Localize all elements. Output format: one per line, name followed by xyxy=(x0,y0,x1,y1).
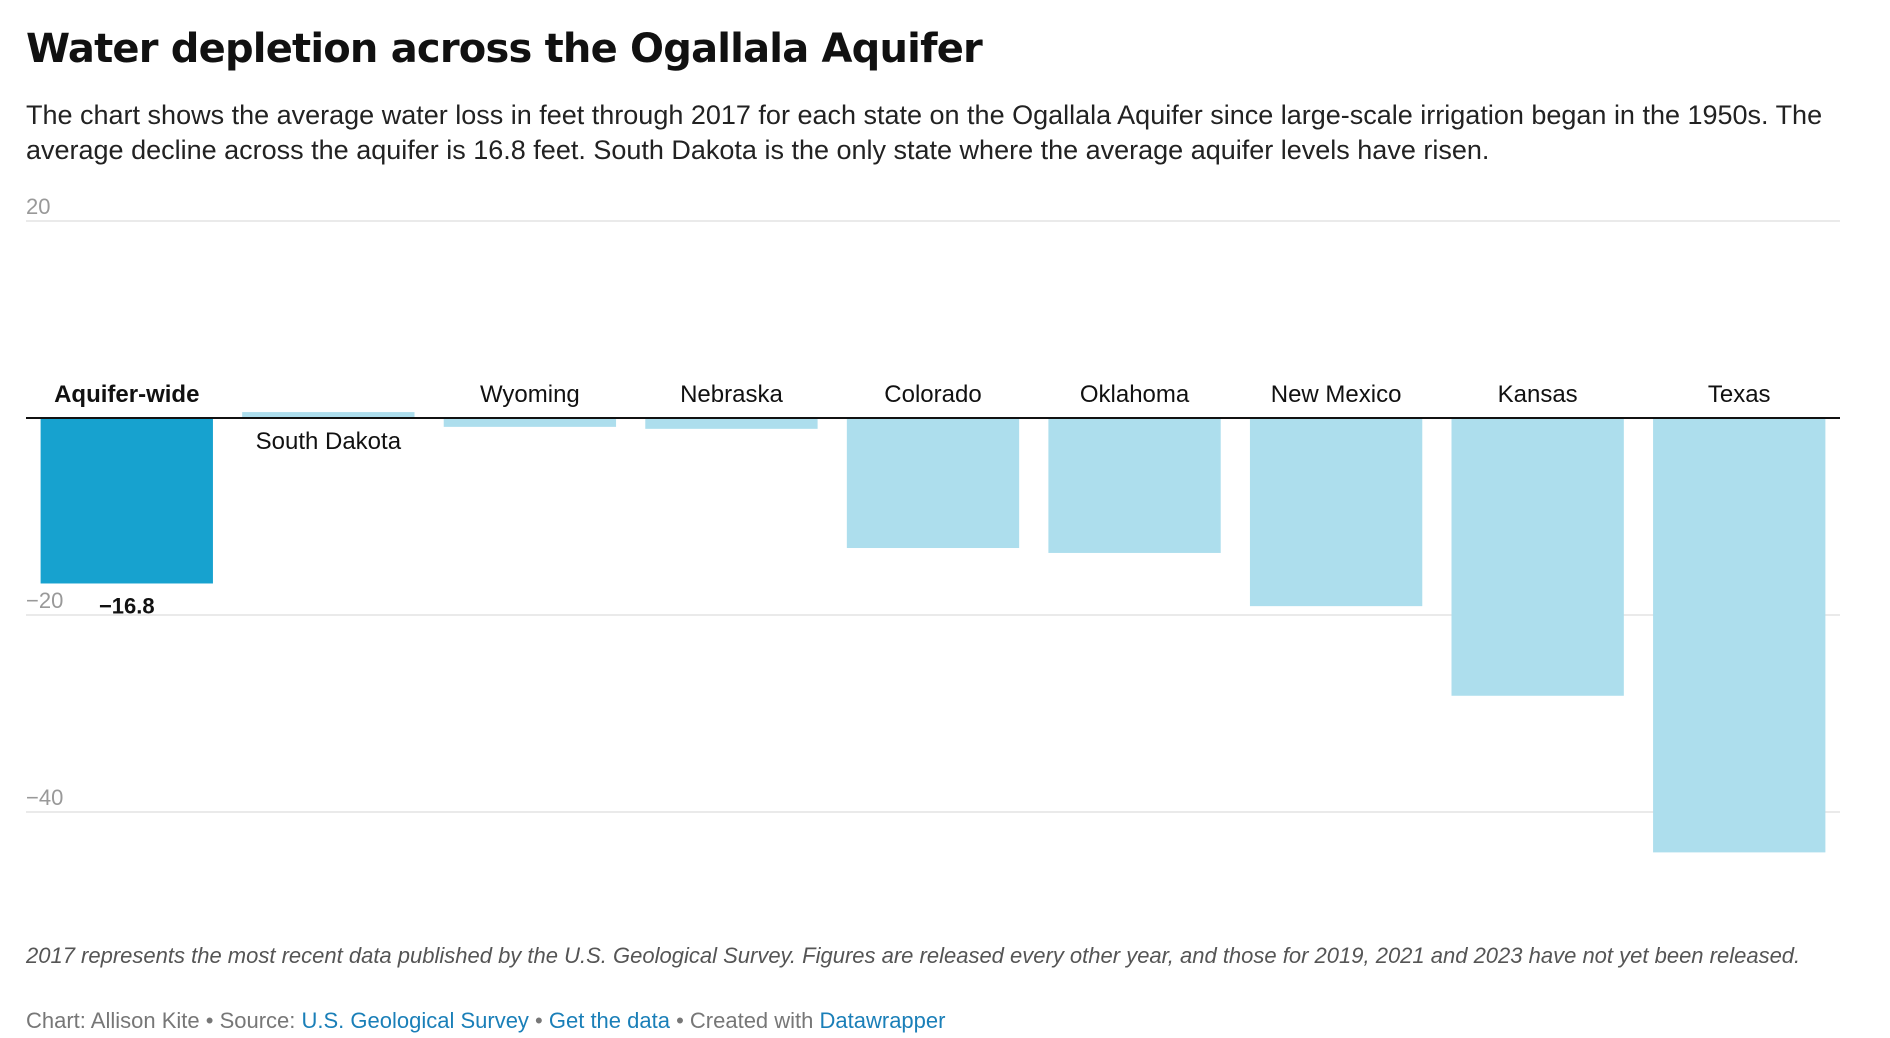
category-label: Colorado xyxy=(884,381,981,408)
y-tick-label: −40 xyxy=(26,785,63,810)
byline-separator: • xyxy=(528,1008,549,1033)
category-label: Wyoming xyxy=(480,381,580,408)
bar xyxy=(846,418,1020,549)
bar xyxy=(1249,418,1423,607)
bar xyxy=(1048,418,1221,553)
chart-title: Water depletion across the Ogallala Aqui… xyxy=(26,26,983,72)
category-label: Kansas xyxy=(1498,381,1578,408)
category-label: New Mexico xyxy=(1271,381,1402,408)
datawrapper-link[interactable]: Datawrapper xyxy=(819,1008,946,1033)
category-label: Oklahoma xyxy=(1080,381,1190,408)
y-tick-label: 20 xyxy=(26,194,50,219)
category-label: Texas xyxy=(1708,381,1771,408)
get-the-data-link[interactable]: Get the data xyxy=(548,1008,670,1033)
chart-subtitle: The chart shows the average water loss i… xyxy=(26,100,1823,165)
category-label: Nebraska xyxy=(680,381,783,408)
chart-notes: 2017 represents the most recent data pub… xyxy=(26,943,1801,968)
category-label: South Dakota xyxy=(256,428,402,455)
bar xyxy=(645,418,818,429)
value-label: −16.8 xyxy=(99,593,155,618)
bar xyxy=(242,412,415,418)
chart-byline: Chart: Allison Kite • Source: U.S. Geolo… xyxy=(26,1008,945,1034)
created-with-text: • Created with xyxy=(669,1008,820,1033)
bar xyxy=(1653,418,1826,853)
bar xyxy=(40,418,213,584)
y-tick-label: −20 xyxy=(26,588,63,613)
category-label: Aquifer-wide xyxy=(54,381,199,408)
source-link[interactable]: U.S. Geological Survey xyxy=(301,1008,529,1033)
bar xyxy=(1451,418,1624,696)
credit-text: Chart: Allison Kite • Source: xyxy=(26,1008,302,1033)
bar xyxy=(443,418,617,427)
